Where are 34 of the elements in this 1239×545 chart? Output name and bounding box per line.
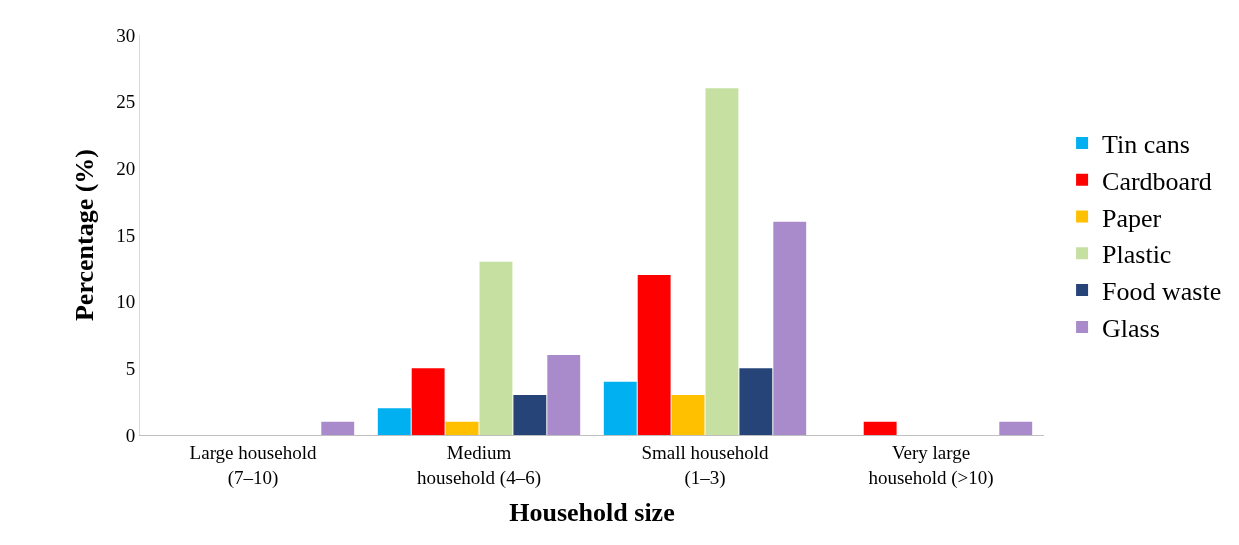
x-tick-label: Small household (1–3) [641, 441, 770, 489]
y-tick-label: 0 [125, 424, 136, 446]
y-tick-label: 10 [116, 291, 136, 313]
y-tick-label: 30 [116, 24, 136, 46]
legend-label: Plastic [1102, 240, 1172, 270]
bar [773, 221, 807, 435]
bar [637, 275, 671, 435]
bar [321, 421, 355, 435]
legend-label: Glass [1102, 314, 1160, 344]
x-tick-label: Very large household (>10) [868, 441, 994, 489]
bar [547, 355, 581, 435]
x-tick-label: Large household (7–10) [189, 441, 317, 489]
x-tick-label: Medium household (4–6) [416, 441, 542, 489]
bar [671, 395, 705, 435]
legend-label: Tin cans [1102, 130, 1190, 160]
bar [863, 421, 897, 435]
legend-label: Paper [1102, 203, 1162, 233]
x-axis-title: Household size [509, 498, 675, 528]
y-tick-label: 5 [125, 357, 136, 379]
bar [603, 381, 637, 435]
y-tick-label: 20 [116, 157, 136, 179]
bar [411, 368, 445, 435]
legend-label: Cardboard [1102, 166, 1212, 196]
y-tick-label: 25 [116, 91, 136, 113]
bar [739, 368, 773, 435]
legend-label: Food waste [1102, 277, 1222, 307]
bar [513, 395, 547, 435]
bar [705, 88, 739, 435]
bar [445, 421, 479, 435]
bar [999, 421, 1033, 435]
bar [479, 261, 513, 435]
y-axis-title: Percentage (%) [69, 148, 99, 322]
bar [377, 408, 411, 435]
y-tick-label: 15 [116, 224, 136, 246]
